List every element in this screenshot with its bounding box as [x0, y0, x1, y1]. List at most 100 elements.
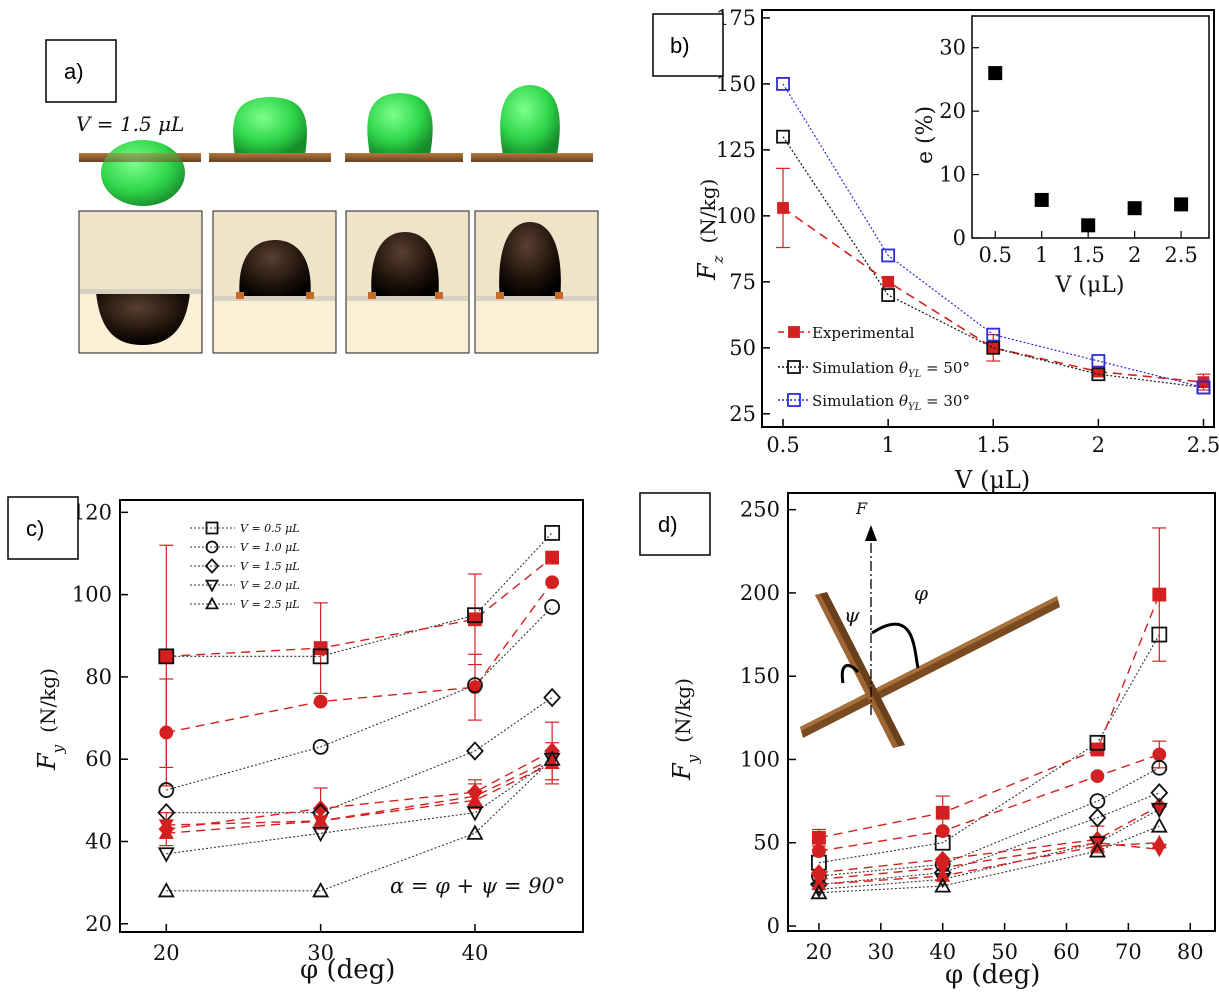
- c-sim-point: [312, 882, 330, 898]
- c-sim-line: [166, 758, 553, 892]
- inset-point: [988, 66, 1003, 81]
- b-legend-label: Experimental: [812, 324, 915, 342]
- c-sim-point: [466, 824, 484, 840]
- d-sim-line: [818, 634, 1160, 864]
- d-exp-point: [1152, 747, 1167, 762]
- c-ylabel-main: F: [33, 752, 61, 771]
- force-label: F: [855, 499, 868, 518]
- c-sim-point: [312, 648, 329, 665]
- inset-xtick-label: 1: [1035, 243, 1048, 267]
- simulation-droplet-3: [345, 93, 463, 162]
- c-exp-point: [313, 694, 328, 709]
- inset-ytick-label: 10: [939, 163, 966, 187]
- inset-ytick-label: 30: [939, 36, 966, 60]
- b-legend-label-eq: = 30°: [921, 392, 970, 410]
- panel-c-label: c): [26, 516, 44, 541]
- c-ytick-label: 60: [85, 747, 112, 771]
- c-sim-point: [467, 607, 483, 624]
- b-series-line: [782, 207, 1204, 383]
- b-legend-label: Simulation θYL = 50°: [812, 359, 970, 380]
- c-legend-label: V = 2.5 μL: [240, 598, 300, 611]
- panel-d-ylabel: Fy (N/kg): [668, 678, 702, 781]
- c-sim-line: [166, 697, 553, 814]
- c-legend-marker: [205, 521, 219, 535]
- simulation-droplet-2: [209, 97, 331, 162]
- d-xtick-label: 60: [1053, 940, 1080, 964]
- d-sim-point: [810, 874, 828, 895]
- d-ytick-label: 150: [740, 664, 780, 688]
- b-ytick-label: 75: [729, 270, 756, 294]
- d-exp-point: [935, 805, 950, 820]
- c-ytick-label: 80: [85, 665, 112, 689]
- d-xtick-label: 80: [1177, 940, 1204, 964]
- panel-c-ylabel: Fy (N/kg): [33, 668, 67, 771]
- c-exp-line: [166, 581, 553, 734]
- b-xtick-label: 1: [881, 433, 894, 457]
- d-xtick-label: 30: [867, 940, 894, 964]
- d-exp-point: [1090, 769, 1105, 784]
- svg-text:Fy(N/kg): Fy (N/kg): [33, 668, 67, 771]
- c-ytick-label: 20: [85, 912, 112, 936]
- rod-schematic: F ψ φ: [800, 499, 1060, 748]
- c-legend-marker: [204, 596, 220, 610]
- d-sim-point: [1088, 808, 1107, 828]
- d-sim-point: [1088, 836, 1106, 852]
- c-xtick-label: 20: [153, 941, 180, 965]
- d-exp-line: [818, 805, 1160, 874]
- c-sim-point: [312, 738, 329, 755]
- b-legend-label-theta: θ: [899, 392, 908, 410]
- c-exp-point: [158, 825, 174, 839]
- d-exp-point: [812, 830, 826, 845]
- c-exp-line: [166, 750, 553, 830]
- c-exp-point: [313, 813, 329, 827]
- c-sim-point: [543, 687, 562, 708]
- d-exp-line: [818, 594, 1160, 839]
- b-point: [777, 202, 789, 214]
- panel-b-label: b): [670, 33, 690, 58]
- d-sim-point: [1088, 842, 1106, 858]
- d-sim-point: [1150, 783, 1169, 803]
- d-xtick-label: 70: [1115, 940, 1142, 964]
- d-ytick-label: 50: [753, 831, 780, 855]
- inset-ylabel: e (%): [913, 106, 938, 164]
- c-legend-label: V = 2.0 μL: [240, 579, 300, 592]
- b-point: [986, 327, 1001, 342]
- b-point: [1091, 354, 1106, 368]
- b-legend-marker: [787, 360, 801, 374]
- c-legend-marker: [204, 558, 220, 574]
- simulation-droplet-1: [79, 140, 201, 206]
- panel-d-xlabel: φ (deg): [945, 960, 1040, 990]
- c-ylabel-unit: (N/kg): [36, 668, 60, 733]
- d-xtick-label: 20: [806, 940, 833, 964]
- inset-ytick-label: 20: [939, 99, 966, 123]
- b-ytick-label: 25: [729, 402, 756, 426]
- phi-label: φ: [914, 581, 928, 605]
- d-sim-point: [1151, 759, 1168, 776]
- volume-label: V = 1.5 μL: [76, 112, 184, 136]
- b-ytick-label: 125: [716, 138, 756, 162]
- c-exp-point: [545, 575, 560, 590]
- b-legend-label-main: Simulation: [812, 359, 899, 377]
- c-ytick-label: 40: [85, 829, 112, 853]
- b-point: [881, 248, 896, 263]
- d-sim-point: [934, 877, 952, 893]
- inset-xtick-label: 2: [1128, 243, 1141, 267]
- c-exp-point: [468, 612, 482, 627]
- b-xtick-label: 1.5: [977, 433, 1010, 457]
- d-exp-point: [1151, 834, 1167, 849]
- c-exp-point: [313, 641, 328, 656]
- d-sim-line: [818, 808, 1160, 890]
- d-ylabel-main: F: [668, 762, 696, 781]
- photo-droplet-4: [474, 210, 599, 354]
- panel-a-label-box: [45, 39, 117, 103]
- d-ytick-label: 0: [767, 914, 780, 938]
- inset-point: [1174, 197, 1189, 212]
- b-ytick-label: 50: [729, 336, 756, 360]
- panel-b-label-box: [652, 13, 724, 77]
- c-legend-marker: [205, 540, 219, 554]
- c-sim-point: [157, 882, 175, 898]
- b-legend-marker: [787, 393, 801, 407]
- inset-point: [1081, 218, 1096, 233]
- b-xtick-label: 2.5: [1187, 433, 1219, 457]
